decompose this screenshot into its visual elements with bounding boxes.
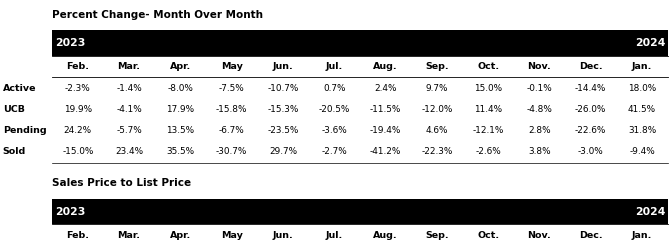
Text: Mar.: Mar. bbox=[118, 231, 140, 240]
Text: -2.6%: -2.6% bbox=[475, 147, 501, 157]
Text: 2.4%: 2.4% bbox=[375, 83, 397, 93]
Text: 35.5%: 35.5% bbox=[167, 147, 195, 157]
Text: 29.7%: 29.7% bbox=[269, 147, 297, 157]
Text: -22.3%: -22.3% bbox=[421, 147, 452, 157]
Bar bbox=[52, 224, 668, 242]
Text: May: May bbox=[221, 231, 243, 240]
Text: -1.4%: -1.4% bbox=[116, 83, 142, 93]
Text: Dec.: Dec. bbox=[579, 62, 603, 71]
Text: -10.7%: -10.7% bbox=[268, 83, 298, 93]
Text: Jul.: Jul. bbox=[326, 62, 343, 71]
Text: 2.8%: 2.8% bbox=[528, 126, 551, 135]
Text: Jan.: Jan. bbox=[632, 231, 652, 240]
Text: Feb.: Feb. bbox=[66, 62, 90, 71]
Bar bbox=[0, 99, 668, 120]
Text: 17.9%: 17.9% bbox=[167, 105, 195, 114]
Text: Active: Active bbox=[3, 83, 36, 93]
Text: Jan.: Jan. bbox=[632, 62, 652, 71]
Text: 3.8%: 3.8% bbox=[528, 147, 551, 157]
Text: 2024: 2024 bbox=[636, 38, 666, 48]
Text: -4.8%: -4.8% bbox=[527, 105, 553, 114]
Text: -14.4%: -14.4% bbox=[575, 83, 606, 93]
Bar bbox=[0, 120, 668, 141]
Text: 2024: 2024 bbox=[636, 207, 666, 217]
Text: Oct.: Oct. bbox=[477, 231, 499, 240]
Text: Feb.: Feb. bbox=[66, 231, 90, 240]
Text: Apr.: Apr. bbox=[170, 231, 191, 240]
Text: -15.8%: -15.8% bbox=[216, 105, 248, 114]
Text: -26.0%: -26.0% bbox=[575, 105, 606, 114]
Text: Pending: Pending bbox=[3, 126, 46, 135]
Text: 2023: 2023 bbox=[55, 207, 85, 217]
Bar bbox=[0, 141, 668, 163]
Text: 24.2%: 24.2% bbox=[64, 126, 92, 135]
Text: Apr.: Apr. bbox=[170, 62, 191, 71]
Text: -6.7%: -6.7% bbox=[219, 126, 245, 135]
Text: -8.0%: -8.0% bbox=[167, 83, 193, 93]
Text: -3.6%: -3.6% bbox=[321, 126, 347, 135]
Text: -20.5%: -20.5% bbox=[318, 105, 350, 114]
Text: Jun.: Jun. bbox=[272, 62, 294, 71]
Bar bbox=[52, 56, 668, 77]
Text: -9.4%: -9.4% bbox=[629, 147, 655, 157]
Text: Aug.: Aug. bbox=[373, 62, 398, 71]
Text: Mar.: Mar. bbox=[118, 62, 140, 71]
Text: -11.5%: -11.5% bbox=[370, 105, 401, 114]
Text: -2.3%: -2.3% bbox=[65, 83, 91, 93]
Text: Dec.: Dec. bbox=[579, 231, 603, 240]
Text: Oct.: Oct. bbox=[477, 62, 499, 71]
Text: Nov.: Nov. bbox=[528, 231, 551, 240]
Text: Jul.: Jul. bbox=[326, 231, 343, 240]
Text: Sold: Sold bbox=[3, 147, 26, 157]
Text: 2023: 2023 bbox=[55, 38, 85, 48]
Text: -22.6%: -22.6% bbox=[575, 126, 606, 135]
Text: Percent Change- Month Over Month: Percent Change- Month Over Month bbox=[52, 10, 263, 20]
Text: -5.7%: -5.7% bbox=[116, 126, 142, 135]
Text: -4.1%: -4.1% bbox=[116, 105, 142, 114]
Text: 4.6%: 4.6% bbox=[425, 126, 448, 135]
Bar bbox=[52, 199, 668, 224]
Text: Nov.: Nov. bbox=[528, 62, 551, 71]
Text: -19.4%: -19.4% bbox=[370, 126, 401, 135]
Text: -15.0%: -15.0% bbox=[62, 147, 94, 157]
Bar bbox=[0, 77, 668, 99]
Text: -2.7%: -2.7% bbox=[321, 147, 347, 157]
Text: 41.5%: 41.5% bbox=[628, 105, 656, 114]
Text: -15.3%: -15.3% bbox=[268, 105, 298, 114]
Text: UCB: UCB bbox=[3, 105, 25, 114]
Text: -12.1%: -12.1% bbox=[472, 126, 504, 135]
Text: Aug.: Aug. bbox=[373, 231, 398, 240]
Text: -41.2%: -41.2% bbox=[370, 147, 401, 157]
Bar bbox=[52, 30, 668, 56]
Text: -30.7%: -30.7% bbox=[216, 147, 248, 157]
Text: Sep.: Sep. bbox=[425, 231, 449, 240]
Text: Jun.: Jun. bbox=[272, 231, 294, 240]
Text: Sales Price to List Price: Sales Price to List Price bbox=[52, 178, 191, 188]
Text: May: May bbox=[221, 62, 243, 71]
Text: 9.7%: 9.7% bbox=[425, 83, 448, 93]
Text: -3.0%: -3.0% bbox=[578, 147, 603, 157]
Text: -0.1%: -0.1% bbox=[527, 83, 553, 93]
Text: -23.5%: -23.5% bbox=[268, 126, 298, 135]
Text: 15.0%: 15.0% bbox=[474, 83, 502, 93]
Text: -12.0%: -12.0% bbox=[421, 105, 452, 114]
Text: 13.5%: 13.5% bbox=[167, 126, 195, 135]
Text: 19.9%: 19.9% bbox=[64, 105, 92, 114]
Text: Sep.: Sep. bbox=[425, 62, 449, 71]
Text: 23.4%: 23.4% bbox=[115, 147, 143, 157]
Text: 31.8%: 31.8% bbox=[628, 126, 656, 135]
Text: 18.0%: 18.0% bbox=[628, 83, 656, 93]
Text: 0.7%: 0.7% bbox=[323, 83, 345, 93]
Text: 11.4%: 11.4% bbox=[474, 105, 502, 114]
Text: -7.5%: -7.5% bbox=[219, 83, 245, 93]
